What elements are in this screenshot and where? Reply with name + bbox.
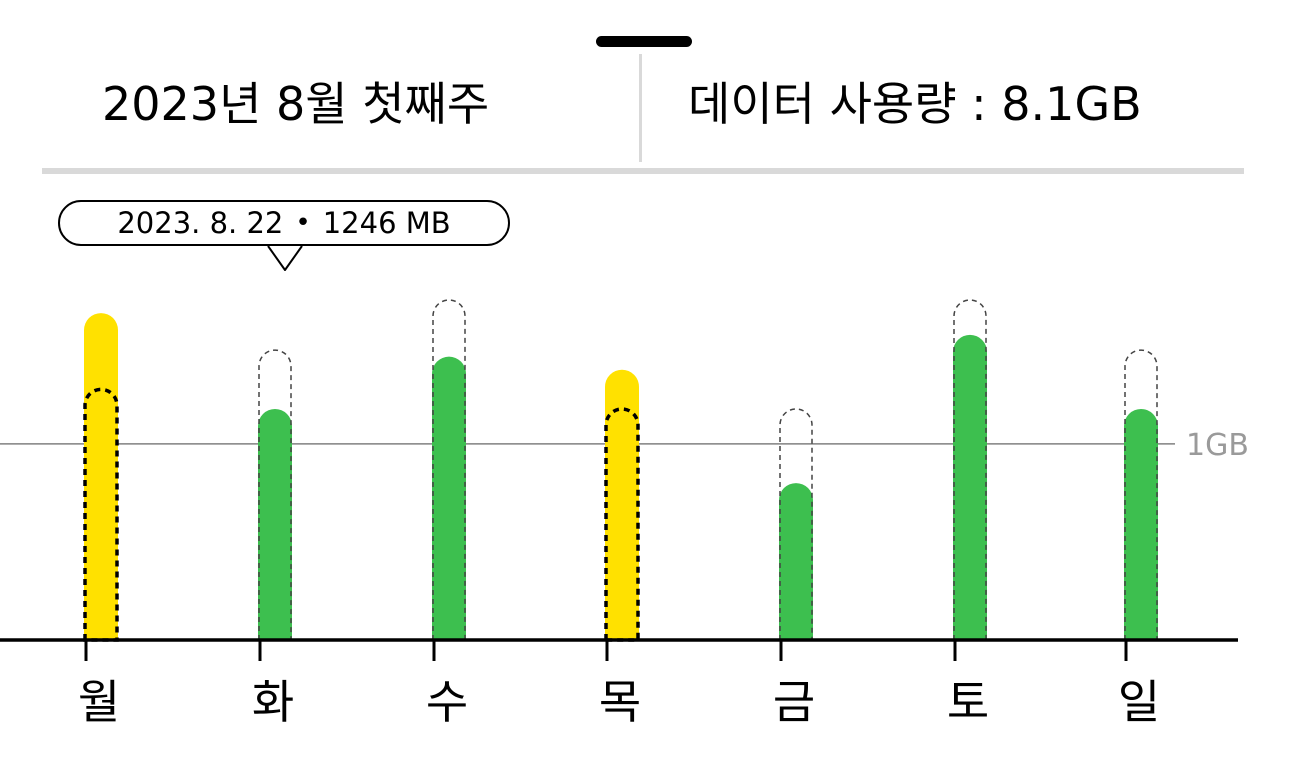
bar-5 <box>953 334 987 640</box>
tooltip-separator: • <box>295 208 311 238</box>
tooltip-pointer <box>267 245 303 271</box>
summary-header: 2023년 8월 첫째주 데이터 사용량 : 8.1GB <box>42 52 1244 174</box>
bar-6 <box>1124 408 1158 640</box>
x-tick-label-0: 월 <box>78 675 120 729</box>
target-outline-1 <box>258 349 292 641</box>
bar-2 <box>432 356 466 640</box>
week-title: 2023년 8월 첫째주 <box>102 77 490 131</box>
bar-3 <box>605 369 639 640</box>
x-tick-label-1: 화 <box>252 675 294 729</box>
tooltip-value: 1246 MB <box>322 206 451 240</box>
sheet-drag-handle[interactable] <box>596 36 692 47</box>
x-tick-label-4: 금 <box>773 675 815 729</box>
bar-4 <box>779 483 813 640</box>
x-tick-label-3: 목 <box>599 675 641 729</box>
target-outline-2 <box>432 299 466 641</box>
reference-line-label: 1GB <box>1186 428 1249 463</box>
target-outline-4 <box>779 408 813 641</box>
target-outline-6 <box>1124 349 1158 641</box>
header-vertical-divider <box>639 54 642 162</box>
data-usage-total: 데이터 사용량 : 8.1GB <box>688 77 1142 131</box>
bar-1 <box>258 408 292 640</box>
x-tick-label-6: 일 <box>1118 675 1160 729</box>
tooltip-date: 2023. 8. 22 <box>117 206 284 240</box>
x-tick-label-5: 토 <box>947 675 989 729</box>
header-bottom-divider <box>42 168 1244 174</box>
usage-tooltip: 2023. 8. 22 • 1246 MB <box>58 200 510 246</box>
target-outline-5 <box>953 299 987 641</box>
x-tick-label-2: 수 <box>426 675 468 729</box>
bar-0 <box>84 313 118 640</box>
